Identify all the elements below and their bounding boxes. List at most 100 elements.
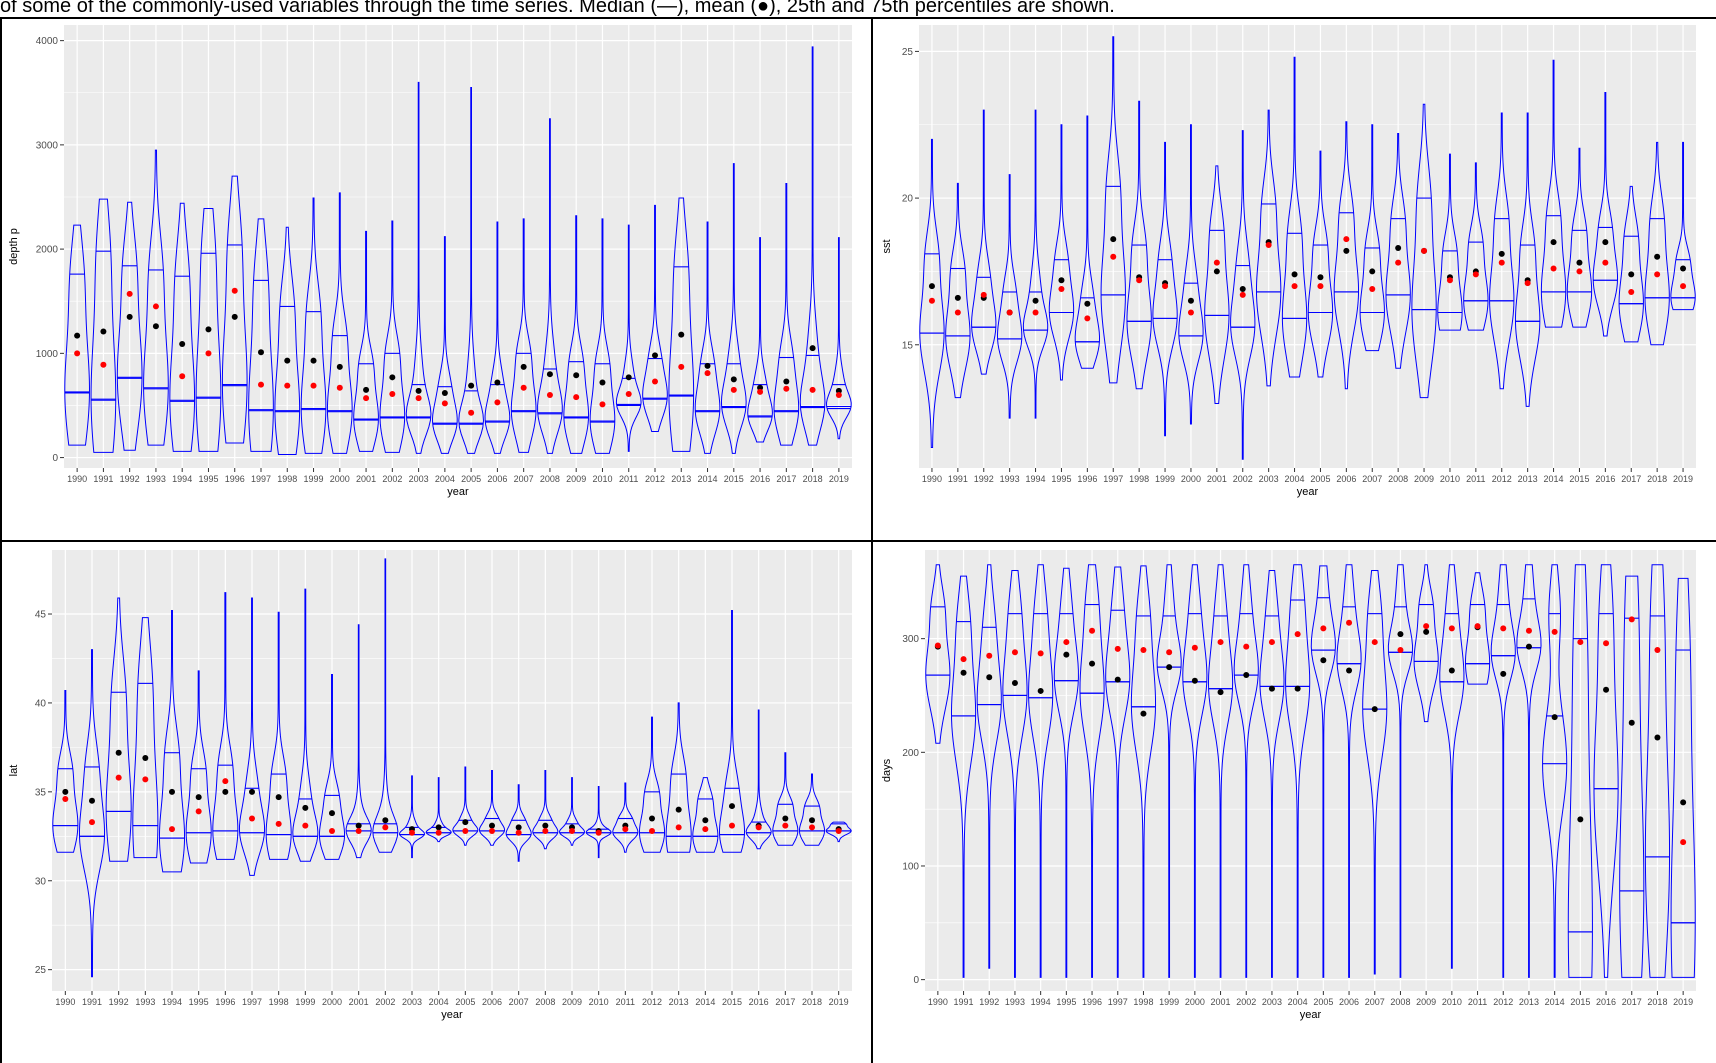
violin-2019 (825, 821, 852, 843)
mean-point-red-1996 (1089, 627, 1096, 634)
violin-1994 (169, 202, 196, 452)
mean-point-red-2011 (1474, 623, 1481, 630)
x-tick-label: 2001 (1211, 997, 1231, 1007)
x-tick-label: 2011 (1466, 474, 1485, 484)
x-tick-label: 2004 (1288, 997, 1308, 1007)
mean-point-red-2018 (809, 824, 815, 831)
violin-1996 (1074, 115, 1101, 369)
x-tick-label: 2016 (1595, 474, 1615, 484)
violin-1999 (292, 588, 319, 862)
violin-2006 (1336, 564, 1362, 978)
violin-1996 (221, 175, 248, 444)
mean-point-black-2001 (1213, 268, 1220, 275)
violin-2002 (1233, 564, 1259, 978)
violin-2017 (773, 182, 800, 446)
plot-background (52, 550, 852, 991)
plot-background (925, 550, 1696, 991)
violin-1999 (1152, 141, 1178, 437)
violin-1995 (195, 207, 222, 452)
violin-2002 (1230, 130, 1256, 460)
x-tick-label: 2000 (322, 997, 342, 1007)
y-tick-label: 200 (902, 748, 919, 759)
mean-point-red-1992 (986, 652, 993, 659)
mean-point-black-1996 (231, 313, 238, 320)
mean-point-red-1995 (1058, 286, 1065, 293)
mean-point-red-1994 (1032, 309, 1039, 316)
mean-point-red-2018 (1654, 647, 1661, 654)
mean-point-red-1998 (275, 820, 282, 827)
mean-point-black-2018 (809, 817, 815, 824)
mean-point-red-1999 (302, 822, 309, 829)
y-tick-label: 2000 (36, 245, 59, 256)
x-tick-label: 2008 (1390, 997, 1410, 1007)
x-tick-label: 1994 (162, 997, 182, 1007)
mean-point-black-2017 (783, 378, 790, 385)
x-tick-label: 2006 (1339, 997, 1359, 1007)
x-tick-label: 1992 (979, 997, 999, 1007)
violin-2019 (1670, 577, 1696, 978)
mean-point-black-2016 (1602, 239, 1609, 246)
violin-2015 (1567, 564, 1593, 978)
mean-point-red-2005 (468, 409, 475, 416)
mean-point-red-2017 (1628, 288, 1635, 295)
mean-point-red-2019 (835, 392, 842, 399)
grid-border-middle (0, 540, 1716, 542)
mean-point-red-1990 (928, 297, 935, 304)
mean-point-red-2003 (409, 829, 415, 836)
violin-1998 (1130, 565, 1157, 978)
mean-point-red-2003 (1268, 639, 1275, 646)
mean-point-red-2016 (1603, 640, 1610, 647)
violin-1991 (78, 649, 106, 978)
x-tick-label: 2019 (1673, 474, 1693, 484)
x-tick-label: 1997 (1103, 474, 1123, 484)
x-tick-label: 2018 (1647, 474, 1667, 484)
mean-point-red-1990 (74, 350, 81, 357)
mean-point-black-1991 (89, 797, 95, 804)
mean-point-red-2008 (546, 392, 553, 399)
x-tick-label: 2002 (1233, 474, 1253, 484)
violin-2007 (510, 218, 537, 453)
violin-1997 (238, 597, 266, 876)
mean-point-black-2017 (782, 815, 789, 822)
x-tick-label: 1990 (922, 474, 942, 484)
mean-point-black-2005 (1317, 274, 1324, 281)
x-tick-label: 2006 (482, 997, 502, 1007)
violin-1993 (132, 617, 159, 859)
x-tick-label: 2010 (1442, 997, 1462, 1007)
mean-point-red-2010 (1446, 277, 1453, 284)
mean-point-red-2001 (1213, 259, 1220, 266)
x-tick-label: 2007 (514, 474, 534, 484)
mean-point-red-2019 (1680, 283, 1687, 290)
violin-2011 (1464, 572, 1491, 685)
y-tick-label: 25 (902, 47, 914, 58)
mean-point-red-2019 (1680, 839, 1687, 846)
x-tick-label: 1997 (1108, 997, 1128, 1007)
figure-grid: 0 1000 2000 3000 4000 1990 1991 1992 1993 1994 199… (0, 17, 1716, 1063)
mean-point-red-2016 (757, 388, 764, 395)
x-tick-label: 2019 (829, 997, 849, 1007)
mean-point-black-1997 (1110, 236, 1117, 243)
mean-point-black-2006 (489, 822, 495, 829)
mean-point-black-1995 (195, 794, 202, 801)
x-tick-label: 2014 (695, 997, 715, 1007)
mean-point-red-2013 (1525, 627, 1532, 634)
grid-border-left (0, 17, 2, 1063)
y-axis-title: sst (881, 239, 893, 253)
x-tick-label: 2000 (1181, 474, 1201, 484)
mean-point-black-2014 (1551, 714, 1558, 721)
mean-point-black-2010 (1448, 667, 1455, 674)
violin-1998 (1126, 100, 1152, 390)
mean-point-red-2007 (520, 384, 527, 391)
violin-2009 (563, 215, 590, 454)
mean-point-red-1990 (934, 642, 941, 649)
mean-point-red-2000 (336, 384, 343, 391)
x-tick-label: 2013 (1518, 474, 1538, 484)
mean-point-red-1992 (126, 290, 133, 297)
x-tick-label: 2002 (1236, 997, 1256, 1007)
mean-point-red-2012 (1500, 625, 1507, 632)
x-tick-label: 1996 (225, 474, 245, 484)
violin-2001 (345, 624, 372, 859)
mean-point-black-2004 (441, 389, 448, 396)
mean-point-red-1997 (1110, 253, 1117, 260)
x-tick-label: 2012 (645, 474, 665, 484)
